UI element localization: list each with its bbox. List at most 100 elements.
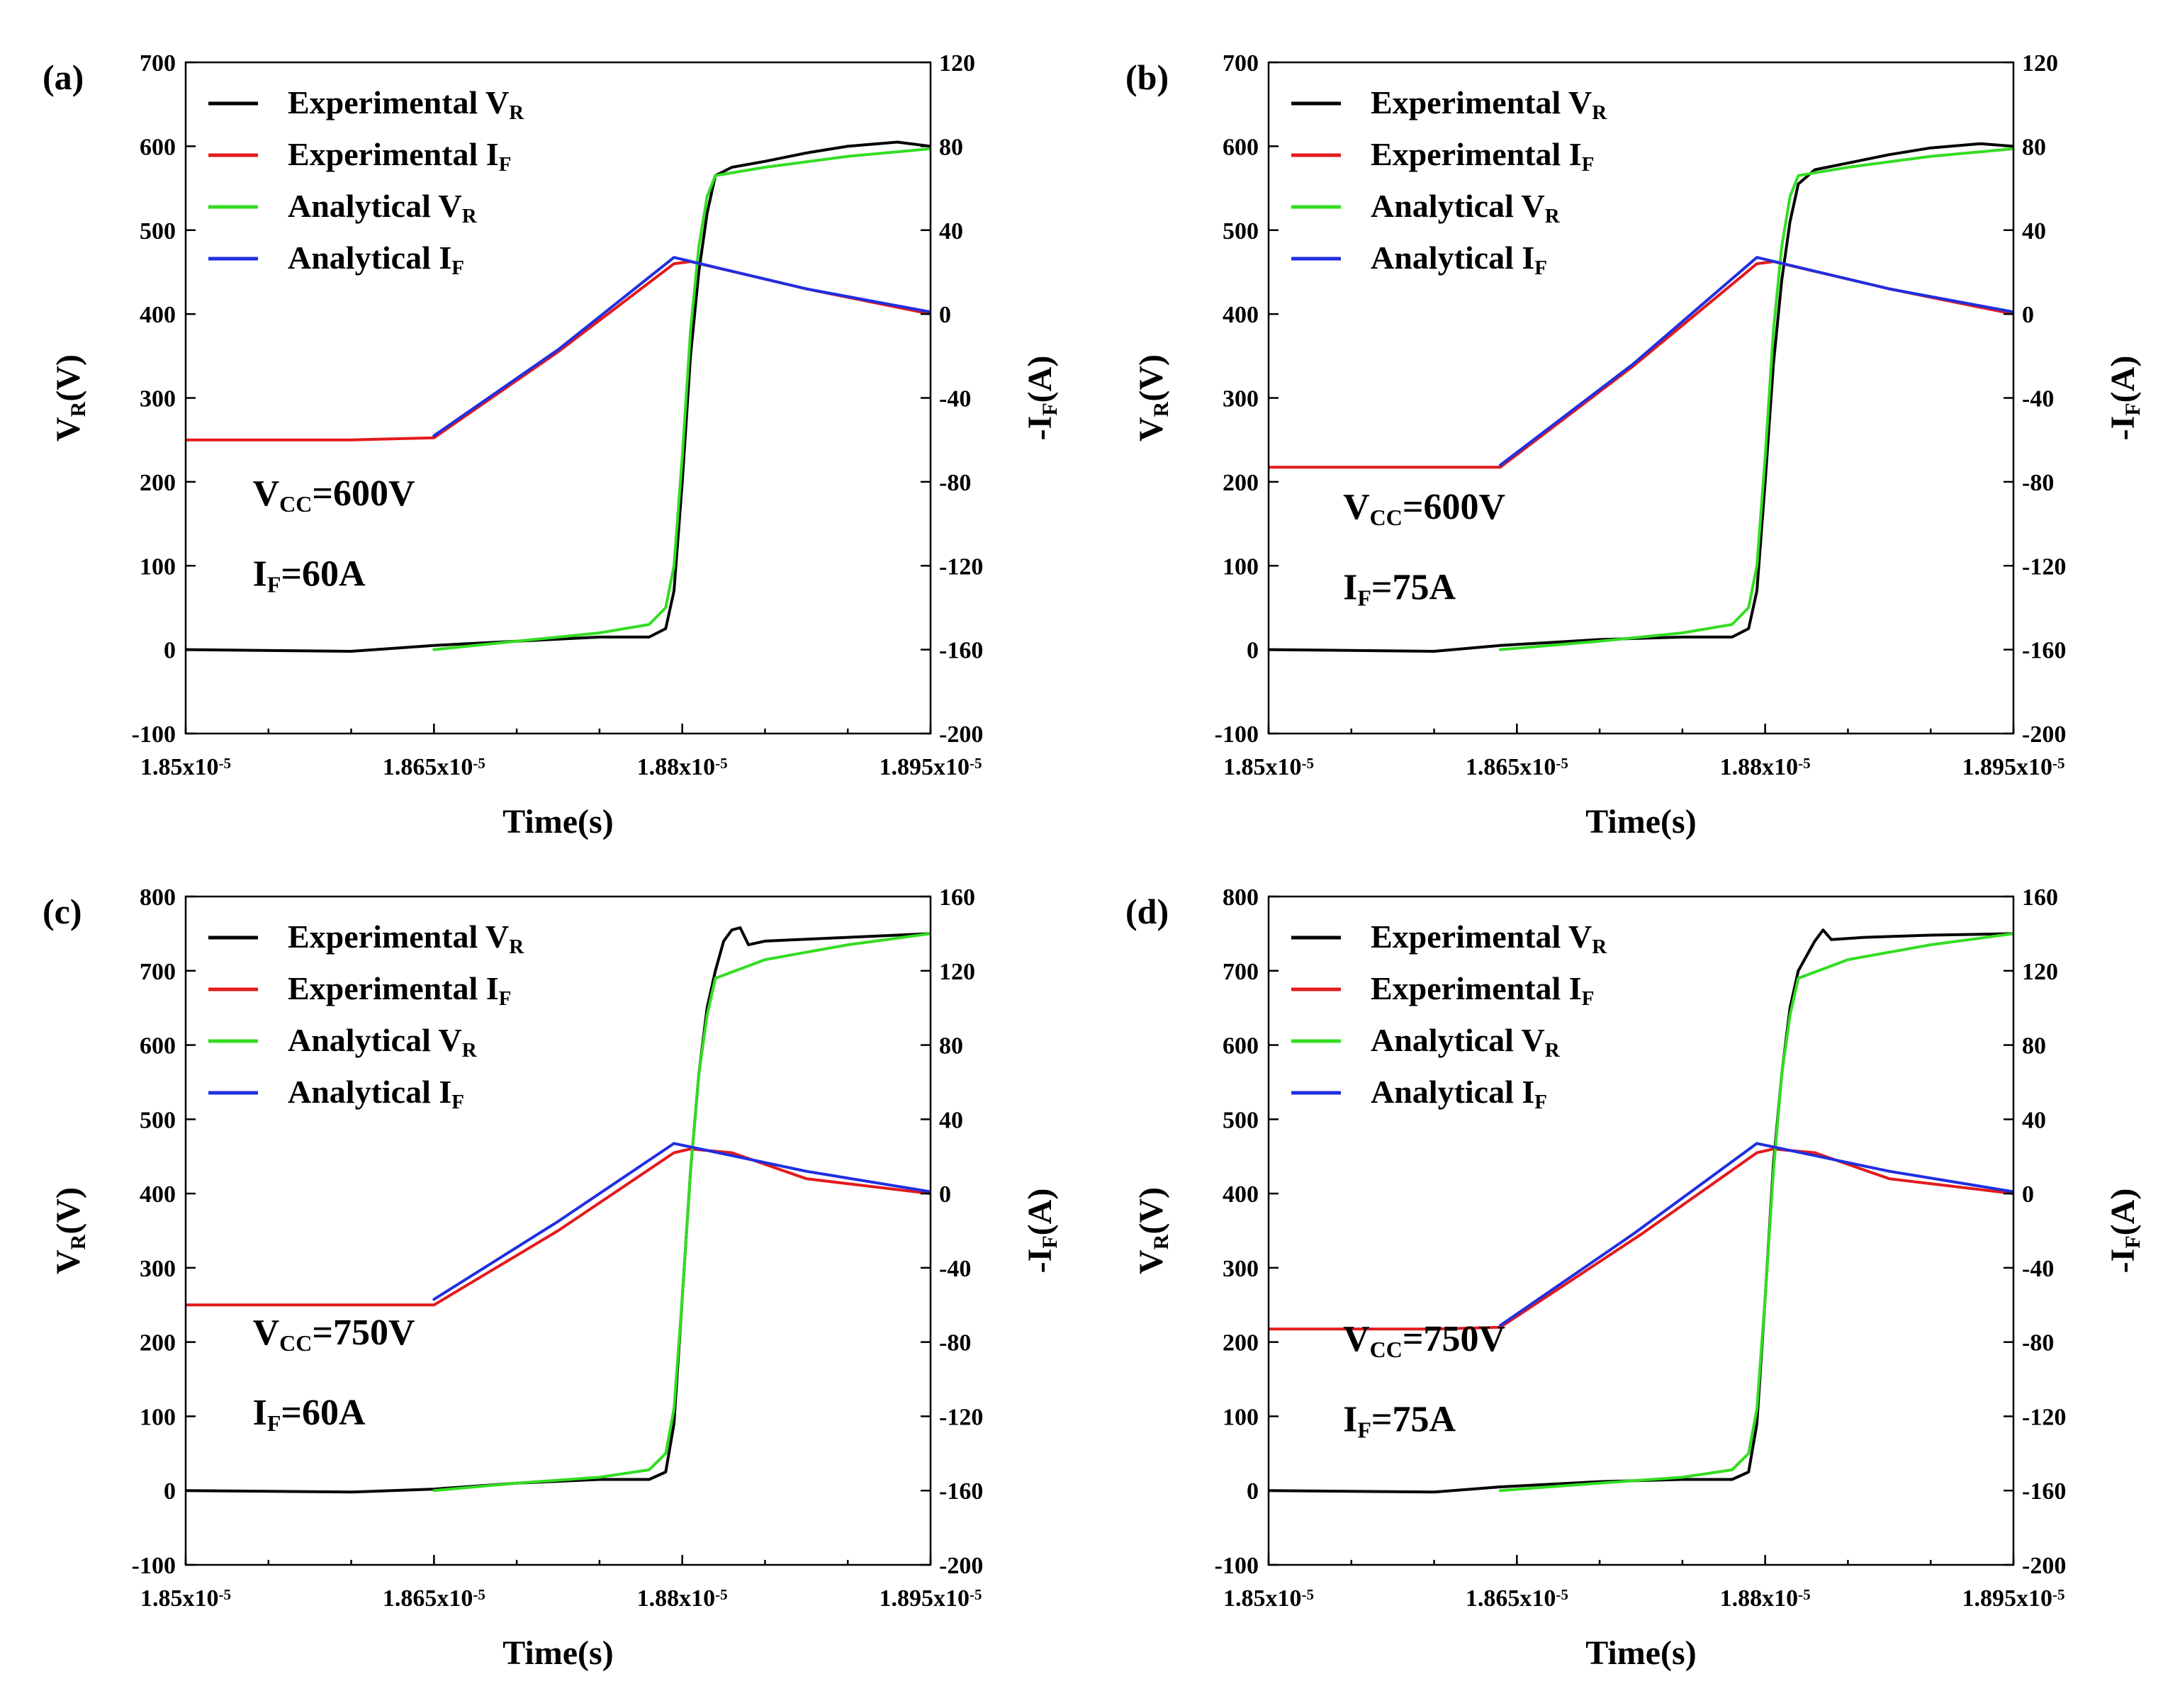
x-tick-label: 1.85x10-5: [1223, 1585, 1314, 1612]
legend-entry: Experimental IF: [288, 136, 511, 176]
y-right-axis-label: -IF(A): [2104, 356, 2145, 441]
y-right-tick-label: -80: [939, 470, 971, 496]
y-left-tick-label: 100: [140, 554, 176, 580]
legend-entry: Analytical VR: [288, 1022, 478, 1062]
y-left-tick-label: 600: [1223, 134, 1259, 160]
series-line: [432, 256, 931, 437]
y-left-tick-label: 0: [1247, 1478, 1259, 1505]
y-right-tick-label: -160: [939, 638, 983, 664]
y-right-tick-label: -200: [2022, 721, 2066, 748]
x-axis-label: Time(s): [502, 803, 613, 841]
series-line: [1499, 147, 2013, 651]
y-right-tick-label: 80: [2022, 134, 2046, 160]
y-left-tick-label: 100: [1223, 1404, 1259, 1430]
legend-entry: Experimental VR: [288, 918, 524, 958]
y-left-axis-label: VR(V): [50, 1187, 90, 1274]
x-tick-label: 1.85x10-5: [140, 1585, 231, 1612]
y-left-axis-label: VR(V): [1133, 354, 1173, 442]
series-line: [1499, 256, 2013, 467]
legend-entry: Experimental IF: [1371, 136, 1594, 176]
y-left-tick-label: 0: [164, 1478, 176, 1505]
y-right-tick-label: -80: [939, 1330, 971, 1356]
y-right-tick-label: -120: [2022, 1404, 2066, 1430]
series-group: [186, 140, 931, 653]
x-tick-label: 1.895x10-5: [880, 1585, 982, 1612]
x-tick-label: 1.88x10-5: [637, 1585, 728, 1612]
y-left-tick-label: 0: [164, 638, 176, 664]
y-right-tick-label: -80: [2022, 470, 2054, 496]
chart-panel: (d) 1.85x10-5 1.865x10-5 1.88x10-5 1.895x10-…: [1125, 884, 2145, 1672]
x-axis-label: Time(s): [1585, 1634, 1696, 1672]
legend: Experimental VR Experimental IF Analytical…: [208, 918, 524, 1113]
y-right-tick-label: 0: [2022, 1181, 2034, 1208]
legend-entry: Analytical IF: [288, 240, 464, 279]
legend-entry: Experimental VR: [1371, 918, 1607, 958]
chart-panel: (b) 1.85x10-5 1.865x10-5 1.88x10-5 1.895x10-…: [1125, 50, 2145, 841]
y-right-axis-label: -IF(A): [1021, 1189, 1062, 1274]
y-left-tick-label: 400: [1223, 1181, 1259, 1208]
y-right-tick-label: -40: [2022, 386, 2054, 412]
x-tick-label: 1.85x10-5: [1223, 754, 1314, 780]
y-right-tick-label: 0: [939, 302, 951, 328]
x-tick-label: 1.85x10-5: [140, 754, 231, 780]
x-tick-label: 1.88x10-5: [1720, 754, 1811, 780]
y-left-tick-label: 100: [1223, 554, 1259, 580]
y-left-tick-label: -100: [1215, 721, 1259, 748]
y-left-tick-label: 600: [1223, 1033, 1259, 1060]
y-left-tick-label: 500: [1223, 1107, 1259, 1133]
x-tick-label: 1.895x10-5: [880, 754, 982, 780]
series-line: [1269, 142, 2013, 653]
y-right-tick-label: 80: [2022, 1033, 2046, 1060]
series-group: [1269, 928, 2013, 1494]
y-right-axis-label: -IF(A): [2104, 1189, 2145, 1274]
y-left-tick-label: 500: [140, 1107, 176, 1133]
y-left-tick-label: -100: [132, 721, 176, 748]
x-tick-label: 1.865x10-5: [383, 1585, 485, 1612]
y-right-tick-label: 0: [2022, 302, 2034, 328]
y-right-tick-label: -120: [939, 1404, 983, 1430]
y-left-tick-label: 700: [140, 959, 176, 985]
legend-entry: Analytical IF: [1371, 1074, 1547, 1113]
series-group: [1269, 142, 2013, 653]
y-right-tick-label: 160: [2022, 884, 2058, 911]
series-line: [432, 932, 931, 1493]
y-right-tick-label: -160: [2022, 1478, 2066, 1505]
annotation: IF=75A: [1343, 1399, 1456, 1442]
x-tick-label: 1.895x10-5: [1962, 1585, 2065, 1612]
annotation: IF=60A: [253, 1393, 366, 1436]
panel-label: (b): [1125, 57, 1169, 97]
panels: (a) 1.85x10-5 1.865x10-5 1.88x10-5 1.895x10-…: [43, 50, 2145, 1672]
y-right-tick-label: -200: [939, 1553, 983, 1579]
y-right-tick-label: 40: [939, 1107, 963, 1133]
legend-entry: Analytical VR: [1371, 1022, 1561, 1062]
legend-entry: Analytical VR: [288, 188, 478, 227]
y-right-tick-label: -160: [939, 1478, 983, 1505]
plot-frame: [1267, 895, 2015, 1566]
annotation: VCC=750V: [1343, 1319, 1505, 1362]
x-tick-label: 1.865x10-5: [1466, 1585, 1568, 1612]
legend-entry: Experimental IF: [288, 970, 511, 1010]
y-right-tick-label: 120: [2022, 959, 2058, 985]
y-left-tick-label: -100: [1215, 1553, 1259, 1579]
panel-label: (d): [1125, 892, 1169, 931]
annotation: VCC=600V: [253, 473, 415, 517]
y-left-tick-label: 800: [140, 884, 176, 911]
legend-entry: Analytical IF: [1371, 240, 1547, 279]
y-right-tick-label: -120: [939, 554, 983, 580]
y-left-tick-label: 300: [140, 386, 176, 412]
x-tick-label: 1.88x10-5: [1720, 1585, 1811, 1612]
y-right-tick-label: -200: [939, 721, 983, 748]
y-left-tick-label: 100: [140, 1404, 176, 1430]
y-right-tick-label: 120: [939, 959, 975, 985]
y-left-tick-label: 200: [1223, 1330, 1259, 1356]
series-line: [432, 1142, 931, 1301]
y-right-tick-label: 160: [939, 884, 975, 911]
x-axis-label: Time(s): [1585, 803, 1696, 841]
y-right-tick-label: -80: [2022, 1330, 2054, 1356]
y-left-tick-label: 400: [1223, 302, 1259, 328]
series-line: [1269, 1147, 2013, 1331]
y-right-tick-label: -120: [2022, 554, 2066, 580]
annotation: VCC=750V: [253, 1313, 415, 1356]
